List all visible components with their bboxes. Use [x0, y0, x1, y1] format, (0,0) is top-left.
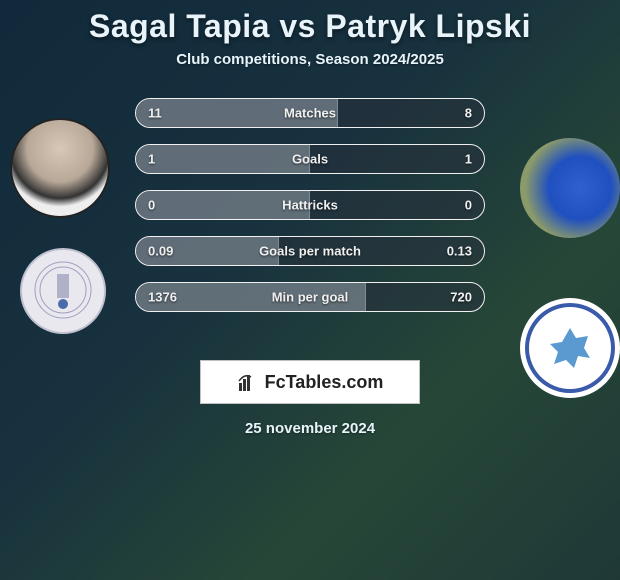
vs-text: vs — [279, 8, 316, 44]
player2-club-badge — [520, 298, 620, 398]
player2-name: Patryk Lipski — [325, 8, 531, 44]
brand-attribution: FcTables.com — [200, 360, 420, 404]
stat-label: Goals per match — [259, 244, 361, 259]
stat-row: 11 Matches 8 — [135, 98, 485, 128]
stat-left-value: 0 — [148, 198, 155, 213]
stat-row: 1376 Min per goal 720 — [135, 282, 485, 312]
stat-left-value: 1 — [148, 152, 155, 167]
stat-right-value: 0.13 — [447, 244, 472, 259]
stat-row: 1 Goals 1 — [135, 144, 485, 174]
stat-label: Hattricks — [282, 198, 338, 213]
subtitle: Club competitions, Season 2024/2025 — [0, 51, 620, 68]
stat-left-value: 1376 — [148, 290, 177, 305]
stat-right-value: 0 — [465, 198, 472, 213]
comparison-title: Sagal Tapia vs Patryk Lipski — [0, 0, 620, 45]
stat-row: 0 Hattricks 0 — [135, 190, 485, 220]
player1-club-badge — [20, 248, 106, 334]
stat-right-value: 1 — [465, 152, 472, 167]
stat-label: Goals — [292, 152, 328, 167]
player1-avatar — [10, 118, 110, 218]
stat-left-value: 0.09 — [148, 244, 173, 259]
stat-left-value: 11 — [148, 106, 162, 121]
player2-avatar — [520, 138, 620, 238]
stat-right-value: 720 — [450, 290, 472, 305]
stat-bars: 11 Matches 8 1 Goals 1 0 Hattricks 0 0.0… — [135, 98, 485, 312]
stat-label: Min per goal — [272, 290, 349, 305]
brand-icon — [237, 371, 259, 393]
snapshot-date: 25 november 2024 — [10, 420, 610, 437]
brand-text: FcTables.com — [265, 372, 384, 393]
stat-right-value: 8 — [465, 106, 472, 121]
player1-name: Sagal Tapia — [89, 8, 270, 44]
club-badge-inner — [33, 260, 93, 322]
main-area: 11 Matches 8 1 Goals 1 0 Hattricks 0 0.0… — [0, 98, 620, 437]
stat-fill — [136, 145, 310, 173]
stat-label: Matches — [284, 106, 336, 121]
stat-row: 0.09 Goals per match 0.13 — [135, 236, 485, 266]
